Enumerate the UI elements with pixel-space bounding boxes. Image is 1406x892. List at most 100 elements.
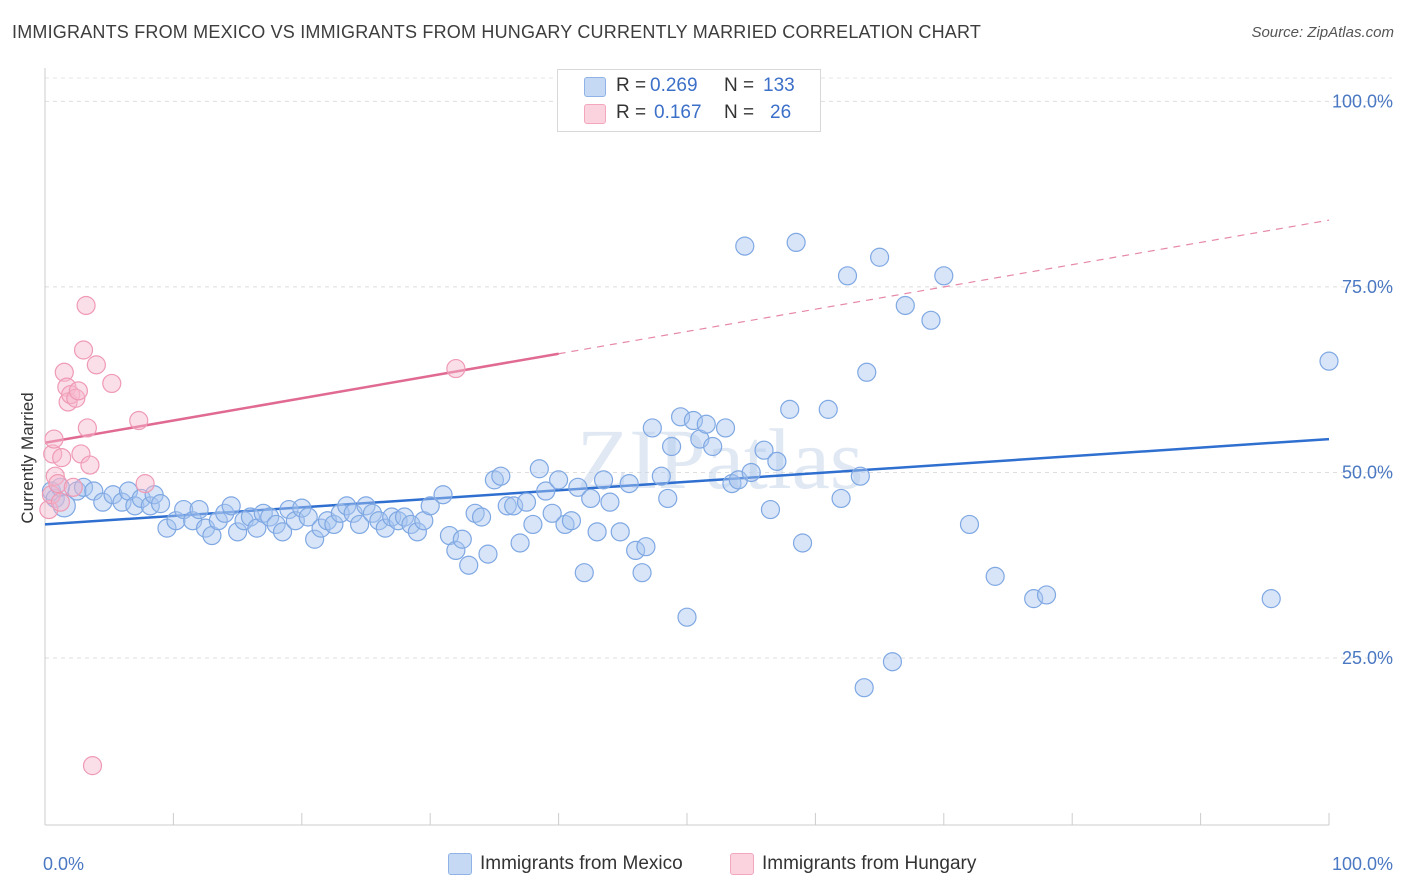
hungary-point [82,756,103,776]
mexico-point [610,522,630,542]
mexico-point [661,436,682,457]
mexico-point [636,537,656,557]
hungary-point [80,455,100,475]
mexico-point [574,563,594,583]
x-tick-label: 100.0% [1332,854,1393,874]
hungary-point [45,466,65,486]
mexico-point [272,522,293,542]
legend-n-label: N = [724,75,755,96]
mexico-point [818,399,838,419]
mexico-point [882,652,903,672]
mexico-point [587,522,607,542]
mexico-point [125,496,145,516]
mexico-point [356,496,376,516]
hungary-point [77,418,97,438]
trend-lines [44,219,1330,526]
mexico-point [921,310,941,330]
mexico-point [593,470,614,490]
mexico-point [510,533,530,553]
mexico-point [73,477,94,497]
mexico-point [394,507,415,527]
mexico-point [266,514,286,535]
mexico-point [548,470,569,490]
trend-line [44,437,1330,526]
y-tick-label: 75.0% [1342,277,1393,297]
mexico-point [504,496,524,516]
mexico-point [305,529,325,549]
y-tick-label: 100.0% [1332,91,1393,111]
mexico-point [324,514,344,535]
mexico-point [642,418,662,438]
mexico-point [311,518,331,538]
mexico-point [581,488,601,509]
legend-r-value: 0.167 [654,102,702,123]
mexico-point [831,488,851,509]
mexico-point [446,540,466,561]
mexico-point [754,440,774,460]
mexico-point [337,496,357,516]
legend-n-value: 133 [763,75,795,96]
mexico-point [741,462,761,483]
bottom-legend-label-hungary: Immigrants from Hungary [762,853,977,874]
mexico-point [780,399,800,419]
mexico-point [959,514,980,535]
mexico-point [767,451,787,471]
mexico-point [208,511,228,531]
hungary-point [39,499,59,520]
trend-line-dashed [558,219,1330,355]
mexico-point [715,418,736,438]
bottom-legend-mexico: Immigrants from Mexico [448,851,708,877]
source-label: Source: ZipAtlas.com [1251,24,1394,41]
hungary-point [86,355,106,375]
mexico-point [658,488,678,509]
hungary-point [66,388,86,408]
mexico-point [985,566,1005,586]
mexico-point [240,507,261,527]
mexico-point [670,407,691,427]
hungary-point [102,373,122,394]
mexico-point [407,522,427,542]
mexico-point [792,533,813,553]
data-points [39,232,1339,776]
mexico-point [850,466,870,486]
mexico-point [221,496,241,516]
mexico-point [349,514,370,535]
mexico-point [471,507,492,527]
hungary-point [135,474,155,494]
mexico-point [523,514,543,535]
mexico-point [215,503,235,523]
hungary-point [129,410,149,431]
tick-labels: 25.0% 50.0% 75.0% 100.0% 0.0% 100.0% [43,91,1393,874]
bottom-legend-hungary: Immigrants from Hungary [730,851,1000,877]
legend-swatch-hungary [584,104,606,124]
mexico-point [401,514,421,535]
x-tick-label: 0.0% [43,854,84,874]
chart-title: IMMIGRANTS FROM MEXICO VS IMMIGRANTS FRO… [12,22,982,42]
y-tick-label: 50.0% [1342,462,1393,482]
legend-r-label: R = [616,102,647,123]
mexico-point [189,499,209,520]
mexico-point [1036,585,1057,605]
y-tick-label: 25.0% [1342,648,1393,668]
mexico-point [1024,589,1044,609]
mexico-point [626,540,646,561]
mexico-point [260,507,280,527]
mexico-point [285,511,305,531]
mexico-point [478,544,498,564]
mexico-point [934,266,954,286]
mexico-point [619,474,639,494]
hungary-point [44,429,64,449]
correlation-legend: R = 0.269 N = 133 R = 0.167 N = 26 [557,69,821,132]
grid-lines [45,77,1392,659]
mexico-point [112,492,132,512]
mexico-point [433,485,453,505]
mexico-point [869,247,890,267]
mexico-point [497,496,517,516]
hungary-point [54,362,74,382]
mexico-point [651,466,671,486]
axes [44,68,1330,826]
mexico-point [298,507,318,527]
bottom-legend-label-mexico: Immigrants from Mexico [480,853,683,874]
hungary-point [63,477,83,497]
